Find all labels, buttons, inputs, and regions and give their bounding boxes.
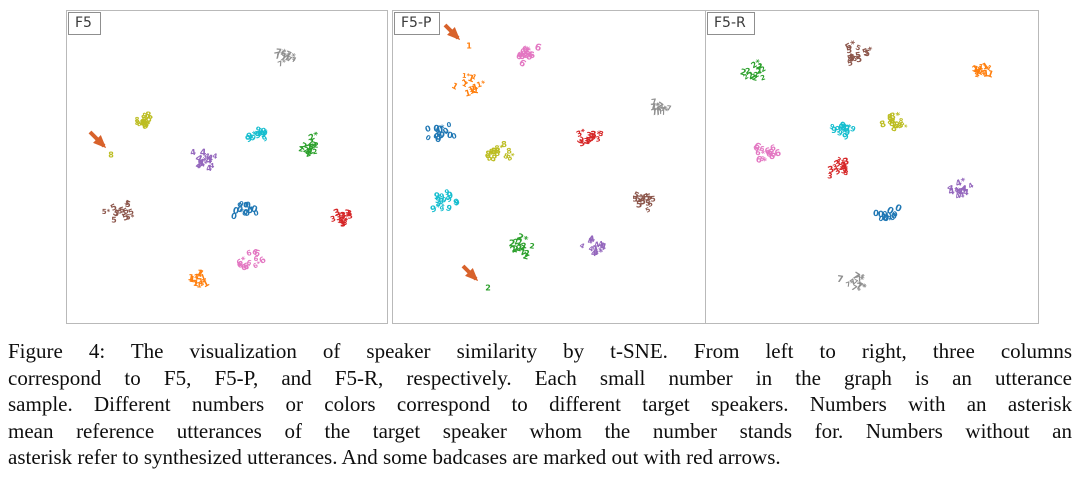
panel-label-f5-r: F5-R <box>707 12 755 35</box>
caption-line: sample. Different numbers or colors corr… <box>8 392 1072 417</box>
caption-line: correspond to F5, F5-P, and F5-R, respec… <box>8 365 1072 390</box>
tsne-figure: F5 F5-P F5-R 7* 7* 7* 7* 7* 7* 7* 7 7 8* 8* 8 8 8 8 8 8 8… <box>66 10 1039 324</box>
panel-label-f5: F5 <box>68 12 101 35</box>
tsne-panel-f5-p: F5-P <box>392 10 713 324</box>
caption-line: mean reference utterances of the target … <box>8 418 1072 443</box>
tsne-panel-f5: F5 <box>66 10 388 324</box>
panel-label-f5-p: F5-P <box>394 12 441 35</box>
tsne-panel-f5-r: F5-R <box>705 10 1039 324</box>
caption-line: asterisk refer to synthesized utterances… <box>8 445 781 470</box>
caption-line: Figure 4: The visualization of speaker s… <box>8 339 1072 363</box>
figure-caption: Figure 4: The visualization of speaker s… <box>8 338 1072 471</box>
